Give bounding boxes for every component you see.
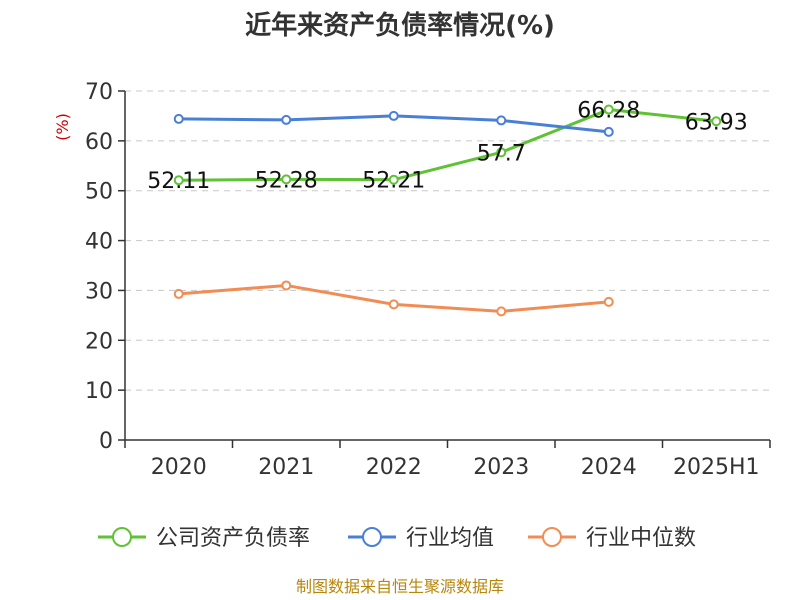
legend: 公司资产负债率 行业均值 行业中位数 (98, 526, 696, 551)
data-label: 52.21 (362, 169, 425, 194)
data-point (175, 290, 183, 298)
y-tick-label: 10 (85, 379, 113, 404)
data-point (282, 281, 290, 289)
legend-label: 公司资产负债率 (156, 526, 310, 551)
legend-label: 行业均值 (406, 526, 494, 551)
y-tick-label: 50 (85, 180, 113, 205)
x-tick-label: 2024 (581, 455, 637, 480)
grid-lines (125, 91, 770, 390)
y-tick-label: 70 (85, 80, 113, 105)
data-point (390, 300, 398, 308)
data-label: 52.11 (147, 169, 210, 194)
data-point (282, 116, 290, 124)
legend-swatch-marker (113, 528, 131, 546)
data-point (605, 298, 613, 306)
data-label: 57.7 (477, 141, 526, 166)
data-point (497, 116, 505, 124)
y-axis-unit: (%) (53, 113, 72, 141)
x-tick-label: 2020 (151, 455, 207, 480)
x-tick-label: 2025H1 (673, 455, 760, 480)
y-tick-label: 60 (85, 130, 113, 155)
x-tick-label: 2022 (366, 455, 422, 480)
data-point (175, 115, 183, 123)
x-tick-label: 2023 (473, 455, 529, 480)
y-tick-label: 30 (85, 279, 113, 304)
axes: 0 10 20 30 40 50 60 70 2020 2021 2022 2023 2024 2025H… (85, 80, 770, 480)
series-group (175, 106, 721, 316)
data-label: 66.28 (577, 99, 640, 124)
legend-swatch-marker (543, 528, 561, 546)
data-label: 52.28 (255, 168, 318, 193)
data-point (605, 128, 613, 136)
y-tick-label: 20 (85, 329, 113, 354)
data-point (497, 307, 505, 315)
data-label: 63.93 (685, 110, 748, 135)
chart-title: 近年来资产负债率情况(%) (245, 10, 555, 41)
legend-swatch-marker (363, 528, 381, 546)
y-tick-label: 0 (99, 429, 113, 454)
x-tick-label: 2021 (258, 455, 314, 480)
y-tick-label: 40 (85, 230, 113, 255)
data-point (390, 112, 398, 120)
source-note: 制图数据来自恒生聚源数据库 (296, 577, 504, 596)
legend-label: 行业中位数 (586, 526, 696, 551)
